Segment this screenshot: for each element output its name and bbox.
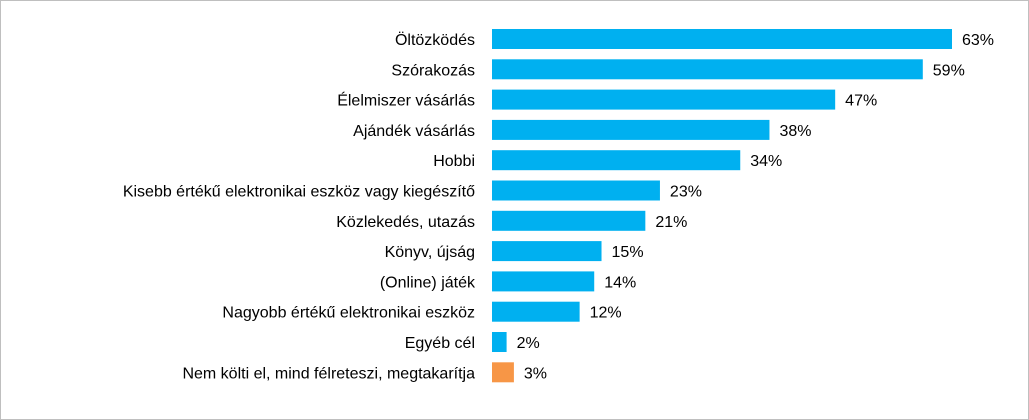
bar: [492, 150, 741, 171]
value-label: 3%: [524, 365, 547, 382]
category-label: Hobbi: [433, 153, 475, 170]
category-label: Közlekedés, utazás: [336, 214, 475, 231]
value-label: 15%: [612, 244, 644, 261]
value-label: 59%: [933, 62, 965, 79]
value-label: 63%: [962, 32, 994, 49]
bar: [492, 29, 952, 49]
category-label: (Online) játék: [380, 274, 476, 291]
bar: [492, 210, 646, 231]
bar: [492, 332, 507, 352]
bar: [492, 271, 595, 292]
category-label: Öltözködés: [395, 31, 475, 49]
bar: [492, 59, 923, 80]
value-label: 12%: [590, 305, 622, 322]
bar: [492, 119, 770, 140]
bar: [492, 362, 514, 383]
bar: [492, 180, 660, 201]
value-label: 21%: [655, 214, 687, 231]
value-label: 38%: [779, 123, 811, 140]
category-label: Élelmiszer vásárlás: [337, 91, 475, 110]
value-label: 23%: [670, 184, 702, 201]
category-label: Egyéb cél: [405, 335, 475, 352]
value-label: 34%: [750, 153, 782, 170]
value-label: 2%: [517, 335, 540, 352]
category-label: Könyv, újság: [385, 244, 475, 261]
category-label: Nem költi el, mind félreteszi, megtakarí…: [182, 365, 475, 382]
category-label: Nagyobb értékű elektronikai eszköz: [222, 305, 475, 322]
category-label: Szórakozás: [391, 62, 475, 79]
category-label: Kisebb értékű elektronikai eszköz vagy k…: [123, 184, 475, 201]
bar: [492, 89, 836, 110]
value-label: 14%: [604, 274, 636, 291]
bar: [492, 301, 580, 322]
bar: [492, 241, 602, 262]
value-label: 47%: [845, 93, 877, 110]
category-label: Ajándék vásárlás: [353, 123, 475, 140]
